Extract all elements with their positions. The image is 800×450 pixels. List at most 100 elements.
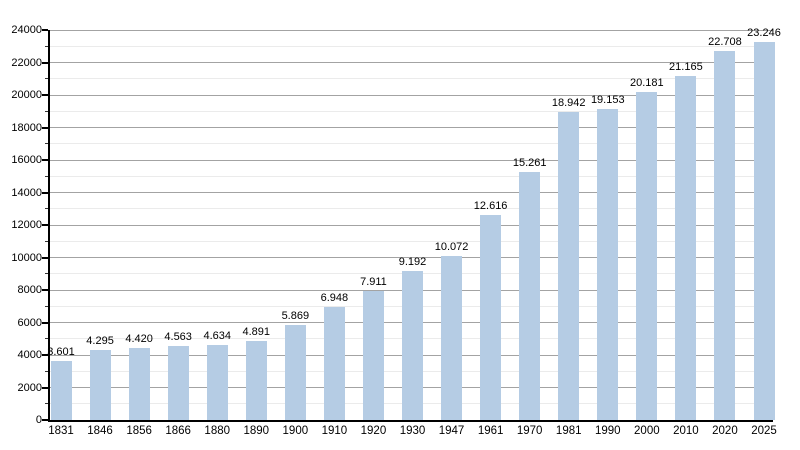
gridline	[50, 29, 773, 31]
bar-value-label: 12.616	[473, 200, 508, 212]
gridline	[50, 94, 773, 96]
x-tick-label: 1831	[48, 425, 74, 437]
y-axis-minor-tick	[45, 208, 48, 210]
x-tick-label: 2025	[751, 425, 777, 437]
y-tick-label: 2000	[17, 381, 42, 394]
bar	[245, 340, 267, 420]
x-tick-label: 2020	[712, 425, 738, 437]
gridline	[50, 224, 773, 226]
bar	[50, 361, 72, 420]
y-axis-tick	[42, 191, 48, 194]
bar	[402, 270, 423, 420]
bar-value-label: 7.911	[360, 276, 387, 289]
y-tick-label: 8000	[17, 284, 42, 296]
y-axis-minor-tick	[45, 370, 48, 372]
y-axis-tick	[42, 126, 48, 129]
y-axis-tick	[42, 61, 48, 64]
gridline	[50, 143, 773, 145]
x-tick-label: 1856	[126, 425, 152, 437]
bar	[128, 348, 150, 420]
gridline	[50, 78, 773, 80]
gridline	[50, 175, 773, 177]
x-tick-label: 1930	[399, 425, 426, 437]
bar	[167, 345, 189, 420]
x-tick-label: 1900	[282, 425, 309, 437]
x-tick-label: 1846	[87, 425, 113, 437]
y-axis-tick	[42, 159, 48, 161]
x-tick-label: 1866	[165, 425, 191, 437]
y-tick-label: 18000	[11, 121, 42, 134]
gridline	[50, 62, 773, 63]
y-axis-minor-tick	[45, 273, 48, 275]
bar-value-label: 21.165	[669, 61, 703, 74]
gridline	[50, 110, 773, 112]
y-tick-label: 22000	[11, 56, 42, 69]
bar	[636, 92, 658, 420]
gridline	[50, 192, 773, 193]
bar-value-label: 18.942	[551, 97, 586, 110]
x-tick-label: 1947	[438, 425, 465, 437]
bar	[362, 291, 384, 420]
y-tick-label: 16000	[11, 154, 42, 166]
x-tick-label: 1880	[204, 425, 231, 437]
bar-value-label: 4.420	[125, 333, 153, 346]
x-tick-label: 1910	[321, 425, 348, 437]
y-axis-minor-tick	[45, 240, 48, 242]
x-tick-label: 1970	[516, 425, 543, 437]
bar	[753, 42, 775, 420]
y-axis-tick	[42, 29, 48, 31]
bar-value-label: 3.601	[47, 346, 75, 359]
y-axis-minor-tick	[45, 305, 48, 307]
gridline	[50, 45, 773, 47]
y-axis-minor-tick	[45, 175, 48, 177]
x-tick-label: 1961	[477, 425, 504, 437]
x-tick-label: 1981	[555, 425, 582, 437]
x-tick-label: 1990	[594, 425, 621, 437]
bar-value-label: 4.295	[86, 335, 114, 348]
y-tick-label: 12000	[11, 219, 42, 231]
bar	[714, 51, 736, 420]
x-tick-label: 1920	[360, 425, 387, 437]
y-axis-tick	[42, 321, 48, 324]
gridline	[50, 240, 773, 242]
y-tick-label: 10000	[11, 251, 42, 264]
bar	[441, 256, 463, 420]
bar-value-label: 10.072	[434, 241, 469, 254]
y-axis-labels: 0 2000 4000 6000 8000 10000 12000 14000 16000 180…	[0, 24, 42, 426]
bar	[89, 350, 111, 420]
y-tick-label: 24000	[11, 24, 42, 36]
y-tick-label: 4000	[17, 349, 42, 361]
bar-value-label: 4.891	[242, 325, 271, 338]
bar-value-label: 23.246	[747, 27, 781, 40]
bar	[519, 172, 541, 420]
gridline	[50, 159, 773, 161]
bar	[675, 76, 697, 420]
y-axis-tick	[42, 256, 48, 259]
y-axis-minor-tick	[45, 45, 48, 47]
x-tick-label: 1890	[243, 425, 270, 437]
bar-value-label: 22.708	[708, 36, 742, 48]
y-axis-minor-tick	[45, 78, 48, 80]
bar	[480, 215, 502, 420]
bar-value-label: 9.192	[398, 255, 427, 268]
bar	[597, 108, 619, 420]
bar-value-label: 6.948	[320, 292, 349, 305]
bar-value-label: 20.181	[630, 77, 664, 90]
y-tick-label: 6000	[17, 316, 42, 329]
bar-value-label: 5.869	[281, 309, 310, 322]
y-tick-label: 20000	[11, 89, 42, 101]
gridline	[50, 208, 773, 210]
plot-area: 3.601 4.295 4.420 4.563 4.634 4.891 5.869 6.948…	[42, 27, 781, 437]
bar-value-label: 19.153	[590, 93, 625, 106]
y-axis-minor-tick	[45, 338, 48, 340]
y-axis-tick	[42, 289, 48, 291]
x-tick-label: 2000	[634, 425, 660, 437]
bar	[323, 307, 345, 420]
bar-value-label: 4.634	[203, 329, 231, 342]
bar	[284, 324, 306, 420]
y-axis-minor-tick	[45, 110, 48, 112]
bar	[206, 344, 228, 420]
bar-value-label: 4.563	[164, 330, 192, 343]
y-axis-tick	[42, 354, 48, 356]
